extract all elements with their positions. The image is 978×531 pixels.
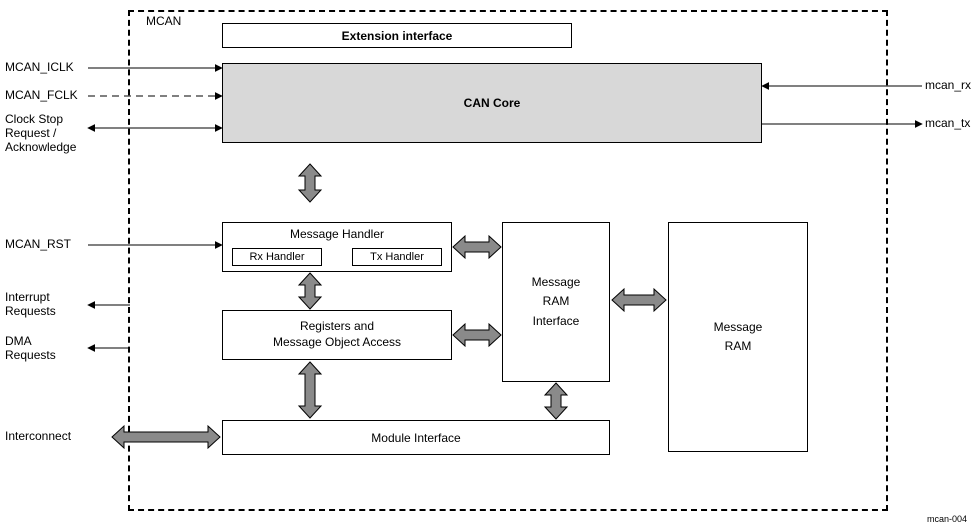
signal-fclk: MCAN_FCLK — [5, 88, 78, 102]
message-ram-block: Message RAM — [668, 222, 808, 452]
signal-rx: mcan_rx — [925, 78, 971, 92]
signal-iclk: MCAN_ICLK — [5, 60, 74, 74]
signal-irq: Interrupt Requests — [5, 290, 56, 318]
registers-label-1: Registers and — [300, 319, 374, 335]
signal-tx: mcan_tx — [925, 116, 970, 130]
ram-interface-label-2: RAM — [543, 292, 570, 311]
signal-interconnect: Interconnect — [5, 429, 71, 443]
ram-interface-label-1: Message — [532, 273, 581, 292]
registers-block: Registers and Message Object Access — [222, 310, 452, 360]
can-core-label: CAN Core — [464, 96, 521, 110]
signal-rst: MCAN_RST — [5, 237, 71, 251]
message-ram-label-2: RAM — [725, 337, 752, 356]
signal-dma: DMA Requests — [5, 334, 56, 362]
signal-clkstop: Clock Stop Request / Acknowledge — [5, 112, 76, 154]
mcan-title: MCAN — [146, 14, 181, 28]
ram-interface-label-3: Interface — [533, 312, 580, 331]
rx-handler-block: Rx Handler — [232, 248, 322, 266]
extension-interface-block: Extension interface — [222, 23, 572, 48]
rx-handler-label: Rx Handler — [249, 251, 304, 263]
extension-interface-label: Extension interface — [342, 29, 453, 43]
module-interface-block: Module Interface — [222, 420, 610, 455]
message-ram-label-1: Message — [714, 318, 763, 337]
can-core-block: CAN Core — [222, 63, 762, 143]
ram-interface-block: Message RAM Interface — [502, 222, 610, 382]
tx-handler-block: Tx Handler — [352, 248, 442, 266]
message-handler-label: Message Handler — [290, 227, 384, 241]
diagram-canvas: MCAN Extension interface CAN Core Messag… — [0, 0, 978, 531]
tx-handler-label: Tx Handler — [370, 251, 424, 263]
module-interface-label: Module Interface — [371, 431, 460, 445]
figure-id: mcan-004 — [927, 514, 967, 524]
registers-label-2: Message Object Access — [273, 335, 401, 351]
